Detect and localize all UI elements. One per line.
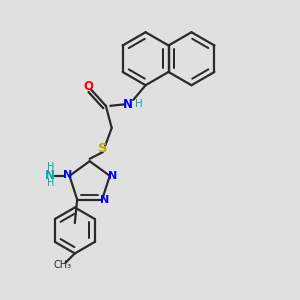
Text: H: H	[135, 99, 143, 110]
Text: O: O	[83, 80, 93, 93]
Text: CH₃: CH₃	[54, 260, 72, 270]
Text: N: N	[63, 170, 72, 180]
Text: S: S	[98, 142, 108, 155]
Text: N: N	[123, 98, 133, 111]
Text: H: H	[47, 178, 54, 188]
Text: N: N	[100, 195, 110, 205]
Text: N: N	[107, 171, 117, 181]
Text: N: N	[45, 169, 55, 182]
Text: H: H	[47, 162, 54, 172]
